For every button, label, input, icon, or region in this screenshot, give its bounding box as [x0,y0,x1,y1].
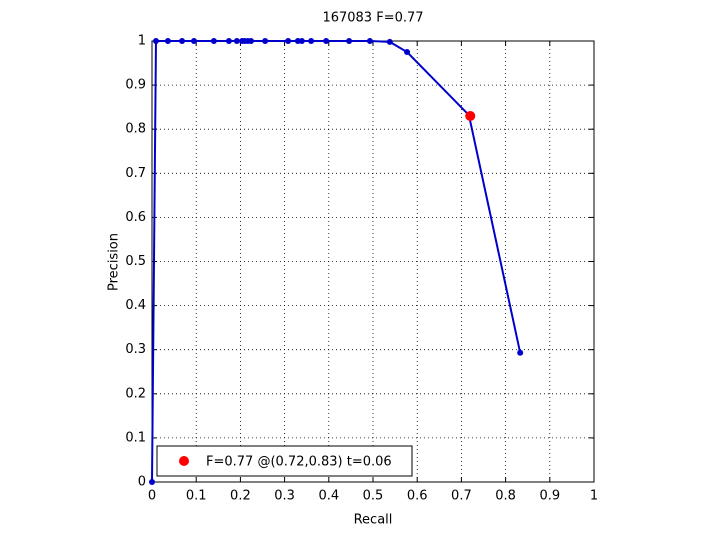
x-tick-label: 1 [590,489,598,504]
point [346,38,353,44]
y-axis-label: Precision [107,233,122,291]
point [404,49,411,56]
y-tick-label: 0.5 [125,254,146,269]
point [298,38,305,44]
point [386,38,393,45]
x-tick-label: 0.8 [495,489,516,504]
y-tick-label: 0.9 [125,78,146,93]
chart-title: 167083 F=0.77 [322,11,423,26]
point [225,38,232,44]
x-tick-label: 0.6 [407,489,428,504]
point [248,38,255,44]
point [164,38,171,44]
legend-box [156,445,413,477]
best-point [465,110,476,121]
x-tick-label: 0.4 [318,489,339,504]
point [517,349,524,356]
y-tick-label: 0.4 [125,298,146,313]
x-tick-label: 0.2 [230,489,251,504]
x-tick-label: 0.1 [186,489,207,504]
y-tick-label: 1 [138,34,146,49]
y-tick-label: 0 [138,475,146,490]
y-tick-label: 0.7 [125,166,146,181]
point [285,38,292,44]
x-tick-label: 0.3 [274,489,295,504]
x-tick-label: 0.7 [451,489,472,504]
y-tick-label: 0.3 [125,342,146,357]
y-tick-label: 0.2 [125,386,146,401]
point [308,38,315,44]
point [152,38,159,44]
legend-marker [179,456,189,466]
point [262,38,269,44]
x-tick-label: 0.9 [539,489,560,504]
x-tick-label: 0.5 [363,489,384,504]
y-tick-label: 0.6 [125,210,146,225]
legend-label: F=0.77 @(0.72,0.83) t=0.06 [206,455,392,470]
x-axis-label: Recall [354,513,393,528]
x-tick-label: 0 [148,489,156,504]
point [179,38,186,44]
point [190,38,197,44]
y-tick-label: 0.8 [125,122,146,137]
point [149,479,155,485]
point [233,38,240,44]
point [323,38,330,44]
y-tick-label: 0.1 [125,430,146,445]
point [210,38,217,44]
point [366,38,373,44]
